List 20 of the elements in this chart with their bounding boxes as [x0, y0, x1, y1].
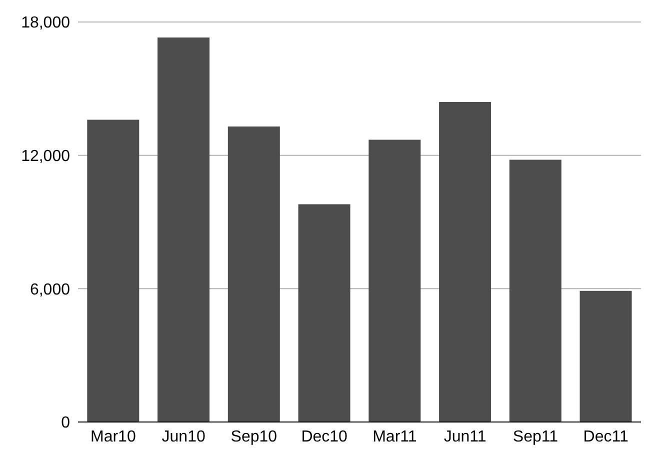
- x-tick-label: Dec11: [583, 428, 628, 446]
- x-tick-label: Sep11: [512, 428, 558, 446]
- bar: [87, 120, 140, 422]
- y-tick-label: 6,000: [30, 281, 70, 298]
- x-tick-label: Jun10: [162, 428, 206, 446]
- x-tick-label: Dec10: [301, 428, 348, 446]
- y-tick-label: 18,000: [21, 14, 70, 32]
- bar: [228, 126, 280, 422]
- bar: [439, 102, 492, 422]
- bar: [580, 290, 632, 422]
- x-tick-label: Jun11: [444, 428, 486, 446]
- bar: [298, 204, 350, 422]
- y-tick-label: 0: [61, 414, 70, 432]
- y-tick-label: 12,000: [21, 148, 70, 166]
- bar: [158, 38, 210, 422]
- bar: [368, 140, 421, 422]
- x-tick-label: Sep10: [230, 428, 278, 446]
- bar: [509, 160, 562, 422]
- x-tick-label: Mar10: [90, 428, 136, 446]
- x-tick-label: Mar11: [372, 428, 417, 446]
